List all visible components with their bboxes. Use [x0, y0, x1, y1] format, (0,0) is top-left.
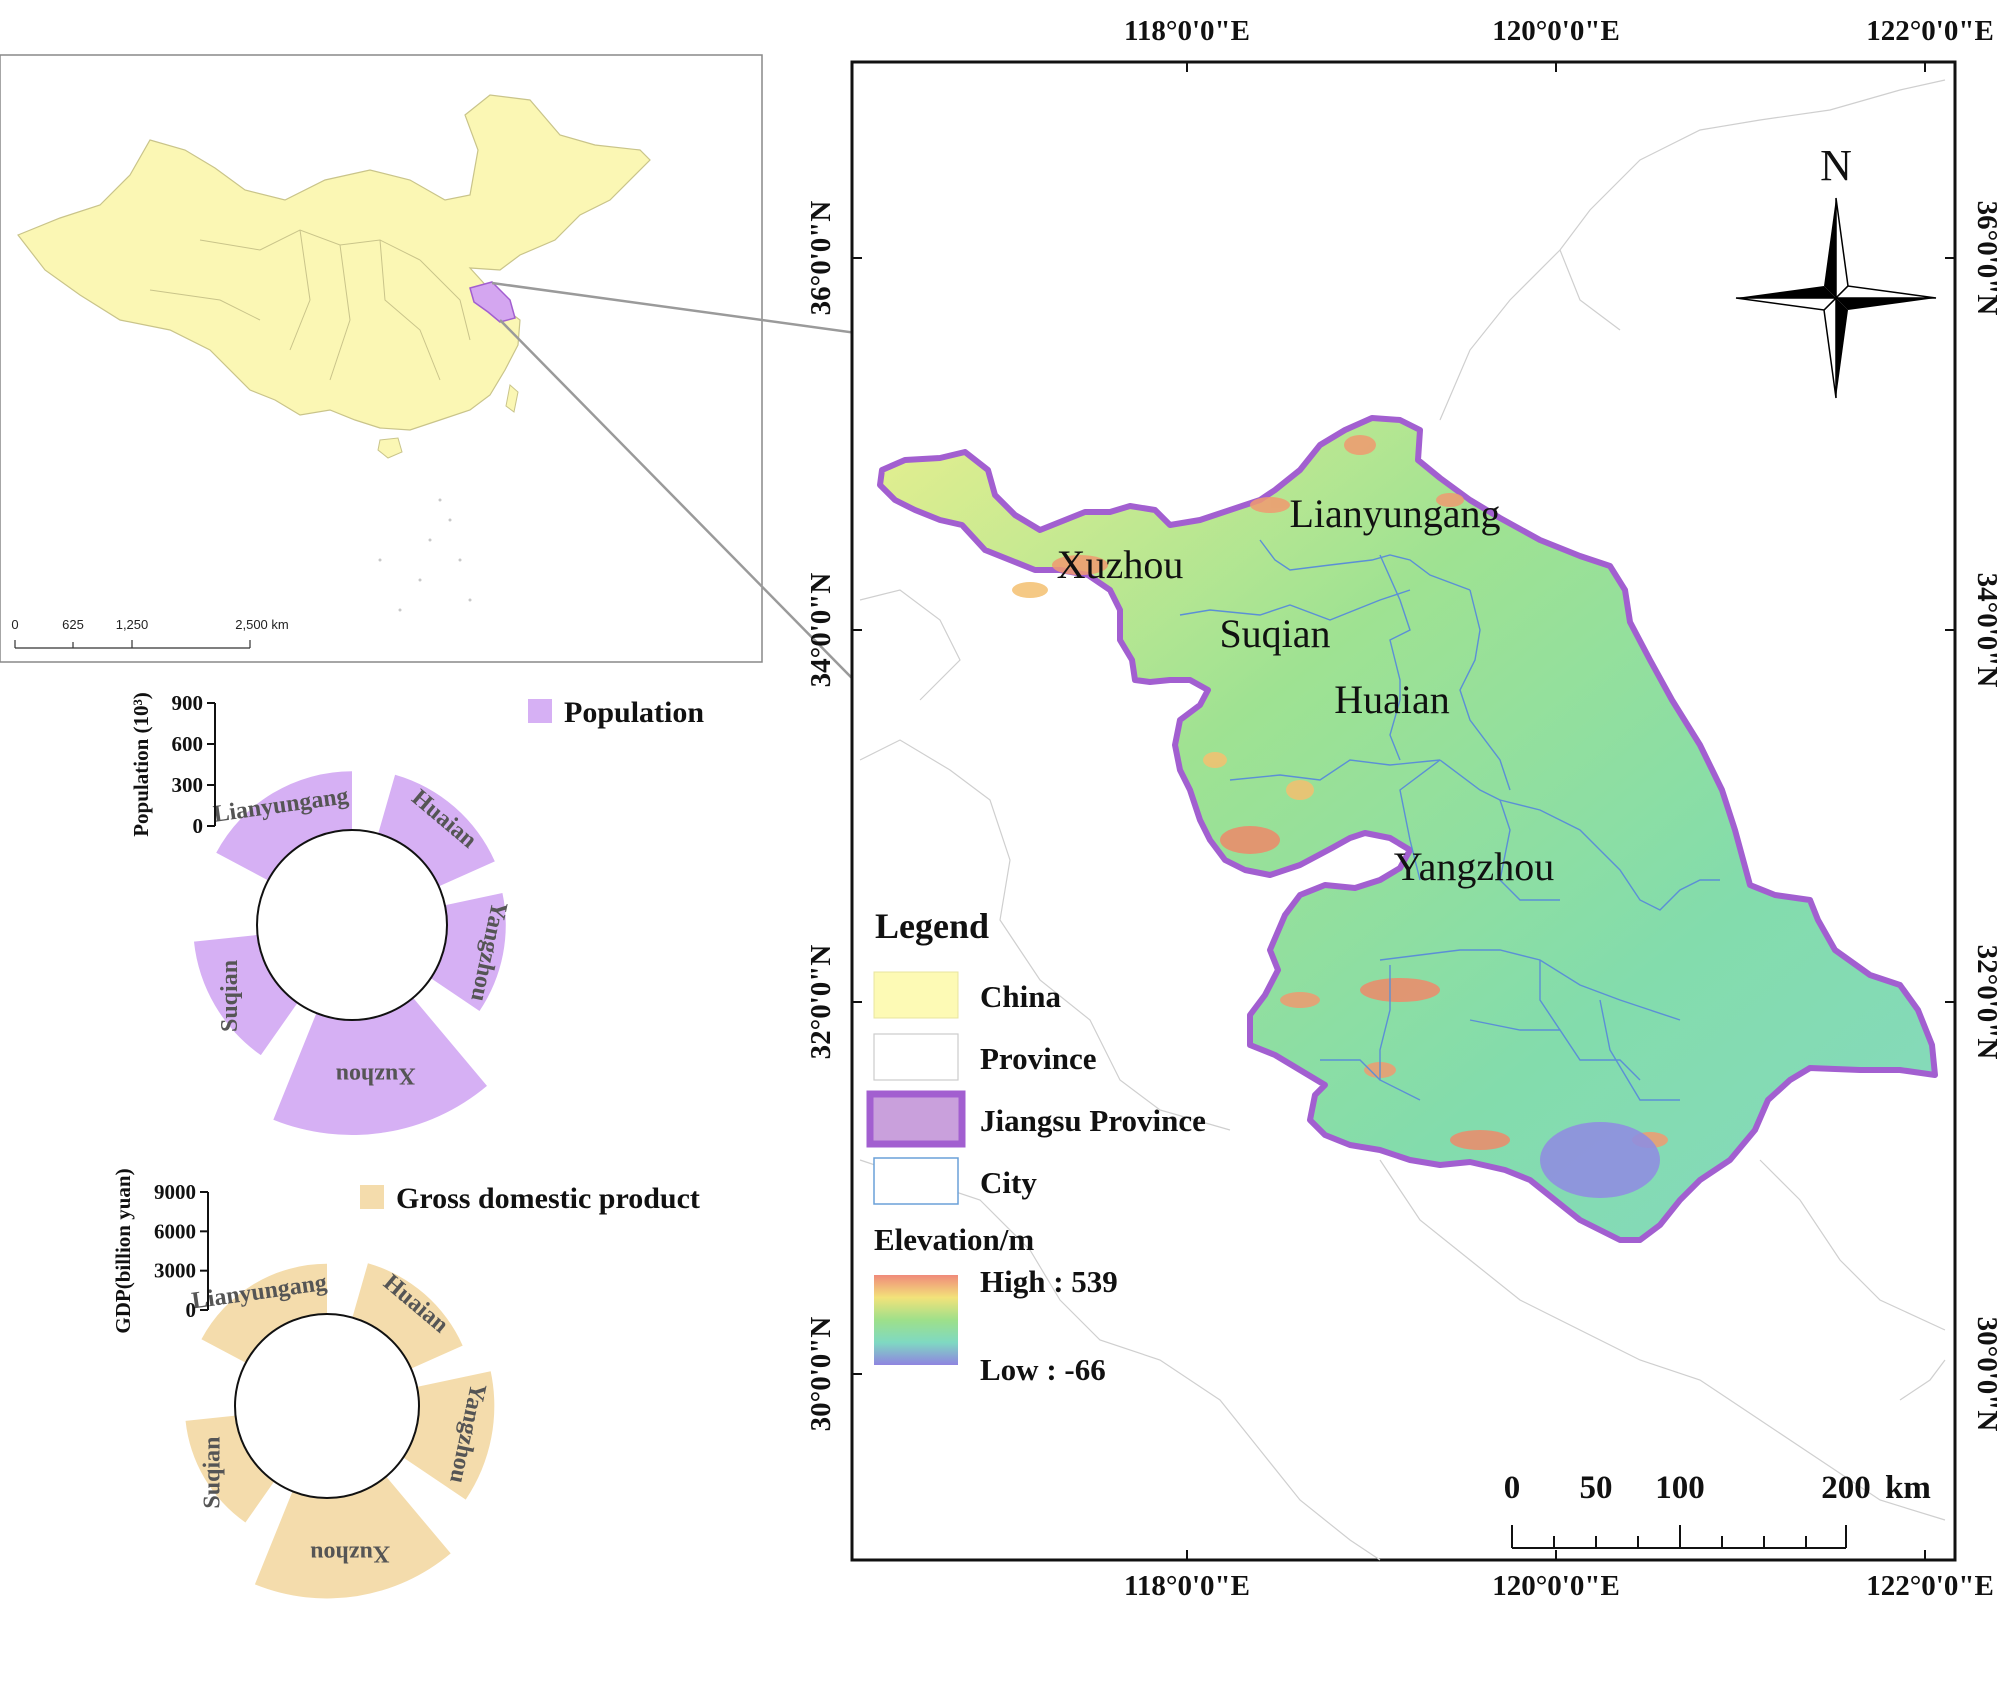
radial-category-label: Xuzhou	[336, 1062, 416, 1088]
south-sea-islands	[378, 498, 472, 612]
scale-unit-label: km	[1885, 1470, 1931, 1506]
scale-tick-label: 100	[1655, 1470, 1705, 1506]
radial-category-label: Suqian	[200, 1437, 226, 1509]
inset-scale-tick: 1,250	[116, 617, 149, 632]
legend-swatch-province	[873, 1033, 959, 1081]
taihu-lake	[1540, 1122, 1660, 1198]
lon-label-top: 120°0'0"E	[1492, 15, 1620, 47]
lat-label-left: 32°0'0"N	[805, 945, 837, 1060]
inset-scale-tick: 0	[11, 617, 18, 632]
legend-swatch-city	[873, 1157, 959, 1205]
taiwan-island	[505, 384, 519, 413]
city-label-yangzhou: Yangzhou	[1394, 844, 1554, 889]
legend-label-jiangsu: Jiangsu Province	[980, 1103, 1206, 1138]
inset-jiangsu	[469, 281, 516, 323]
legend-elevation-low: Low : -66	[980, 1352, 1106, 1387]
lat-label-right: 32°0'0"N	[1971, 945, 2003, 1060]
radial-y-tick-label: 9000	[154, 1180, 196, 1204]
scale-tick-label: 200	[1821, 1470, 1871, 1506]
radial-category-label: Suqian	[217, 960, 243, 1032]
gdp-radial-chart: Lianyungang HuaianYangzhouXuzhouSuqian900…	[111, 1168, 700, 1599]
legend-label-city: City	[980, 1165, 1037, 1200]
city-label-suqian: Suqian	[1219, 611, 1330, 656]
inset-scale-tick: 2,500 km	[235, 617, 288, 632]
radial-y-tick-label: 3000	[154, 1259, 196, 1283]
main-scale-bar: 0 50 100 200 km	[1504, 1470, 1931, 1549]
legend-swatch-jiangsu	[866, 1090, 966, 1148]
province-boundaries	[149, 229, 471, 381]
radial-y-tick-label: 0	[193, 814, 204, 838]
population-radial-chart: Lianyungang HuaianYangzhouXuzhouSuqian900…	[129, 691, 704, 1135]
radial-y-axis-label: Population (10³)	[129, 692, 153, 837]
graticule-ticks	[852, 62, 1955, 1560]
radial-bar-lianyungang	[201, 1263, 327, 1363]
radial-bar-lianyungang	[216, 771, 352, 881]
city-boundaries	[1179, 539, 1720, 1101]
lon-label-top: 118°0'0"E	[1124, 15, 1250, 47]
lat-label-right: 30°0'0"N	[1971, 1317, 2003, 1432]
city-label-xuzhou: Xuzhou	[1057, 542, 1184, 587]
hainan-island	[377, 437, 403, 459]
inset-scale-bar: 0 625 1,250 2,500 km	[11, 617, 289, 649]
radial-bar-suqian	[185, 1415, 275, 1523]
radial-legend-label: Population	[564, 696, 704, 729]
legend-swatch-china	[873, 971, 959, 1019]
radial-legend-swatch	[360, 1185, 384, 1209]
radial-y-axis-label: GDP(billion yuan)	[111, 1168, 135, 1333]
radial-bar-xuzhou	[254, 1476, 451, 1599]
china-mainland	[17, 94, 651, 431]
main-map: Lianyungang Xuzhou Suqian Huaian Yangzho…	[850, 60, 1957, 1562]
inset-map: 0 625 1,250 2,500 km	[0, 54, 763, 663]
lat-label-left: 34°0'0"N	[805, 573, 837, 688]
legend-title: Legend	[875, 906, 989, 946]
radial-y-tick-label: 900	[172, 691, 204, 715]
radial-legend-label: Gross domestic product	[396, 1182, 700, 1215]
radial-y-tick-label: 300	[172, 773, 204, 797]
city-label-huaian: Huaian	[1334, 677, 1450, 722]
legend-label-china: China	[980, 979, 1061, 1014]
legend-elevation-ramp	[874, 1275, 958, 1365]
radial-category-label: Xuzhou	[310, 1540, 390, 1566]
radial-legend-swatch	[528, 699, 552, 723]
north-arrow-icon	[1735, 197, 1937, 399]
inset-scale-tick: 625	[62, 617, 84, 632]
lat-label-left: 36°0'0"N	[805, 201, 837, 316]
elevation-highlands	[1012, 435, 1668, 1150]
legend-elevation-high: High : 539	[980, 1264, 1118, 1299]
radial-inner-circle	[234, 1313, 420, 1499]
city-label-lianyungang: Lianyungang	[1289, 491, 1500, 536]
radial-y-tick-label: 600	[172, 732, 204, 756]
radial-bar-huaian	[352, 1263, 463, 1369]
lat-label-left: 30°0'0"N	[805, 1317, 837, 1432]
lon-label-bottom: 122°0'0"E	[1866, 1570, 1994, 1602]
radial-bar-huaian	[378, 774, 495, 887]
radial-bar-yangzhou	[403, 1371, 495, 1500]
lon-label-bottom: 120°0'0"E	[1492, 1570, 1620, 1602]
scale-tick-label: 0	[1504, 1470, 1521, 1506]
neighbor-province-lines	[859, 79, 1946, 1561]
radial-inner-circle	[256, 829, 448, 1021]
radial-y-tick-label: 0	[186, 1298, 197, 1322]
radial-bar-suqian	[193, 934, 298, 1056]
radial-bar-xuzhou	[273, 997, 487, 1135]
radial-y-tick-label: 6000	[154, 1219, 196, 1243]
graticule-labels: 118°0'0"E 120°0'0"E 122°0'0"E 118°0'0"E …	[805, 15, 2003, 1602]
north-label: N	[1820, 141, 1852, 190]
radial-bar-yangzhou	[430, 893, 506, 1011]
legend-elevation-title: Elevation/m	[874, 1222, 1034, 1257]
lat-label-right: 34°0'0"N	[1971, 573, 2003, 688]
scale-tick-label: 50	[1580, 1470, 1613, 1506]
lon-label-bottom: 118°0'0"E	[1124, 1570, 1250, 1602]
lat-label-right: 36°0'0"N	[1971, 201, 2003, 316]
lon-label-top: 122°0'0"E	[1866, 15, 1994, 47]
legend-label-province: Province	[980, 1041, 1097, 1076]
map-legend: Legend China Province Jiangsu Province C…	[866, 906, 1206, 1387]
